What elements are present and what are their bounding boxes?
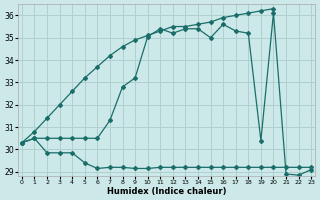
X-axis label: Humidex (Indice chaleur): Humidex (Indice chaleur) bbox=[107, 187, 226, 196]
